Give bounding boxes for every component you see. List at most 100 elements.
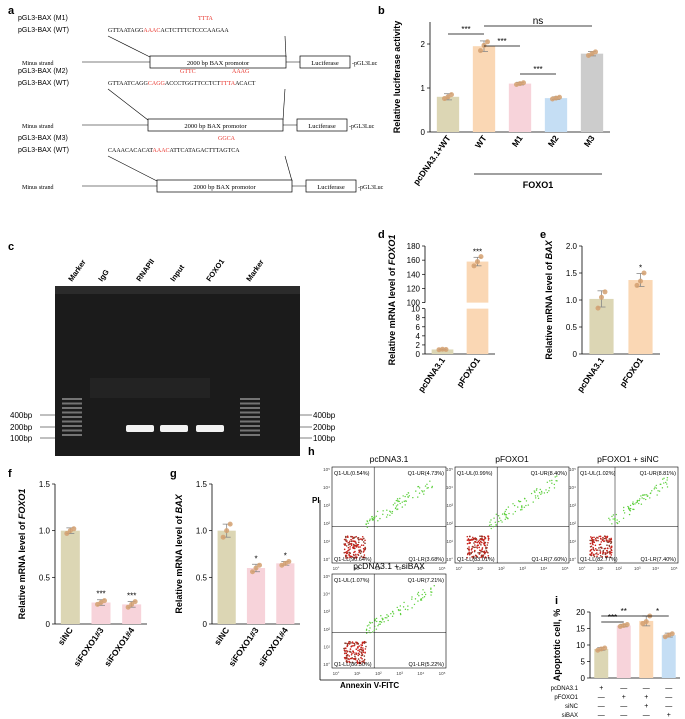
- apoptotic-cell-dot: [431, 486, 433, 489]
- apoptotic-cell-dot: [413, 603, 416, 606]
- category-label: siFOXO1#3: [71, 625, 105, 668]
- apoptotic-cell-dot: [651, 490, 653, 492]
- live-cell-dot: [345, 545, 348, 547]
- live-cell-dot: [478, 551, 481, 554]
- y-tick-label: 160: [407, 256, 421, 265]
- live-cell-dot: [470, 548, 473, 551]
- live-cell-dot: [357, 642, 360, 645]
- apoptotic-cell-dot: [404, 608, 407, 611]
- live-cell-dot: [361, 644, 364, 647]
- luciferase-label: Luciferase: [308, 123, 336, 130]
- live-cell-dot: [347, 542, 349, 544]
- y-tick-label: 100: [407, 299, 421, 308]
- live-cell-dot: [466, 556, 468, 559]
- live-cell-dot: [358, 539, 360, 541]
- live-cell-dot: [590, 537, 593, 540]
- apoptotic-cell-dot: [368, 630, 370, 632]
- apoptotic-cell-dot: [488, 524, 491, 527]
- live-cell-dot: [589, 542, 592, 545]
- live-cell-dot: [362, 556, 365, 558]
- apoptotic-cell-dot: [537, 497, 540, 500]
- luciferase-label: Luciferase: [311, 60, 339, 67]
- apoptotic-cell-dot: [380, 621, 383, 623]
- ladder-band: [62, 416, 82, 418]
- apoptotic-cell-dot: [382, 510, 384, 512]
- apoptotic-cell-dot: [666, 479, 668, 481]
- apoptotic-cell-dot: [418, 492, 421, 494]
- apoptotic-cell-dot: [374, 620, 376, 622]
- apoptotic-cell-dot: [417, 591, 420, 594]
- apoptotic-cell-dot: [629, 507, 632, 510]
- live-cell-dot: [610, 546, 613, 549]
- category-label: siNC: [212, 625, 231, 647]
- live-cell-dot: [606, 547, 609, 549]
- live-cell-dot: [598, 535, 601, 538]
- live-cell-dot: [345, 557, 347, 559]
- apoptotic-cell-dot: [371, 516, 373, 518]
- live-cell-dot: [470, 551, 472, 554]
- live-cell-dot: [365, 641, 367, 644]
- live-cell-dot: [599, 555, 602, 557]
- apoptotic-cell-dot: [549, 480, 551, 482]
- quadrant-lr: Q1-LR(5.22%): [409, 662, 445, 668]
- apoptotic-cell-dot: [417, 496, 419, 498]
- apoptotic-cell-dot: [421, 490, 423, 492]
- apoptotic-cell-dot: [611, 523, 613, 525]
- apoptotic-cell-dot: [548, 490, 550, 492]
- live-cell-dot: [347, 543, 350, 546]
- promoter-label: 2000 bp BAX promotor: [187, 60, 250, 67]
- live-cell-dot: [352, 650, 354, 652]
- live-cell-dot: [352, 543, 355, 546]
- live-cell-dot: [355, 535, 357, 538]
- live-cell-dot: [362, 647, 364, 649]
- wt-sequence-segment: ACACT: [235, 81, 256, 87]
- gel-size-left: 100bp: [10, 434, 33, 443]
- quadrant-ur: Q1-UR(7.21%): [408, 578, 445, 584]
- live-cell-dot: [347, 658, 350, 660]
- live-cell-dot: [343, 652, 346, 655]
- live-cell-dot: [355, 541, 357, 544]
- apoptotic-cell-dot: [525, 504, 527, 507]
- live-cell-dot: [353, 547, 355, 550]
- live-cell-dot: [345, 642, 347, 645]
- apoptotic-cell-dot: [391, 512, 393, 515]
- live-cell-dot: [358, 653, 361, 656]
- apoptotic-cell-dot: [424, 485, 427, 487]
- data-point: [481, 42, 487, 48]
- apoptotic-cell-dot: [377, 520, 379, 522]
- ladder-band: [240, 429, 260, 432]
- live-cell-dot: [610, 542, 612, 545]
- construct-wt-label: pGL3-BAX (WT): [18, 80, 69, 87]
- category-label: pcDNA3.1: [575, 355, 606, 394]
- apoptotic-cell-dot: [623, 512, 626, 514]
- live-cell-dot: [468, 549, 470, 551]
- vector-label: -pGL3Luc: [358, 185, 384, 191]
- category-label: WT: [473, 133, 489, 150]
- live-cell-dot: [478, 546, 480, 549]
- flow-x-tick: 10⁵: [671, 566, 678, 571]
- live-cell-dot: [606, 544, 608, 546]
- apoptotic-cell-dot: [658, 490, 661, 492]
- bar: [589, 298, 614, 354]
- live-cell-dot: [474, 541, 477, 543]
- live-cell-dot: [607, 539, 609, 542]
- apoptotic-cell-dot: [417, 485, 420, 488]
- live-cell-dot: [475, 546, 477, 548]
- panel-c-gel: Marker IgG RNAPII Input FOXO1 Marker 400bp 200b…: [10, 257, 336, 456]
- apoptotic-cell-dot: [497, 515, 500, 517]
- apoptotic-cell-dot: [655, 487, 658, 489]
- flow-x-tick: 10°: [456, 566, 463, 571]
- apoptotic-cell-dot: [638, 502, 640, 505]
- wt-sequence-segment: GTTAATCAGG: [108, 81, 149, 87]
- live-cell-dot: [599, 537, 602, 540]
- apoptotic-cell-dot: [615, 513, 618, 516]
- live-cell-dot: [343, 548, 346, 551]
- live-cell-dot: [469, 539, 472, 542]
- apoptotic-cell-dot: [554, 476, 556, 478]
- live-cell-dot: [363, 658, 366, 661]
- category-label: pcDNA3.1: [416, 355, 447, 394]
- flow-y-tick: 10⁵: [446, 467, 453, 472]
- live-cell-dot: [605, 539, 608, 541]
- live-cell-dot: [345, 552, 348, 555]
- data-point: [471, 263, 477, 269]
